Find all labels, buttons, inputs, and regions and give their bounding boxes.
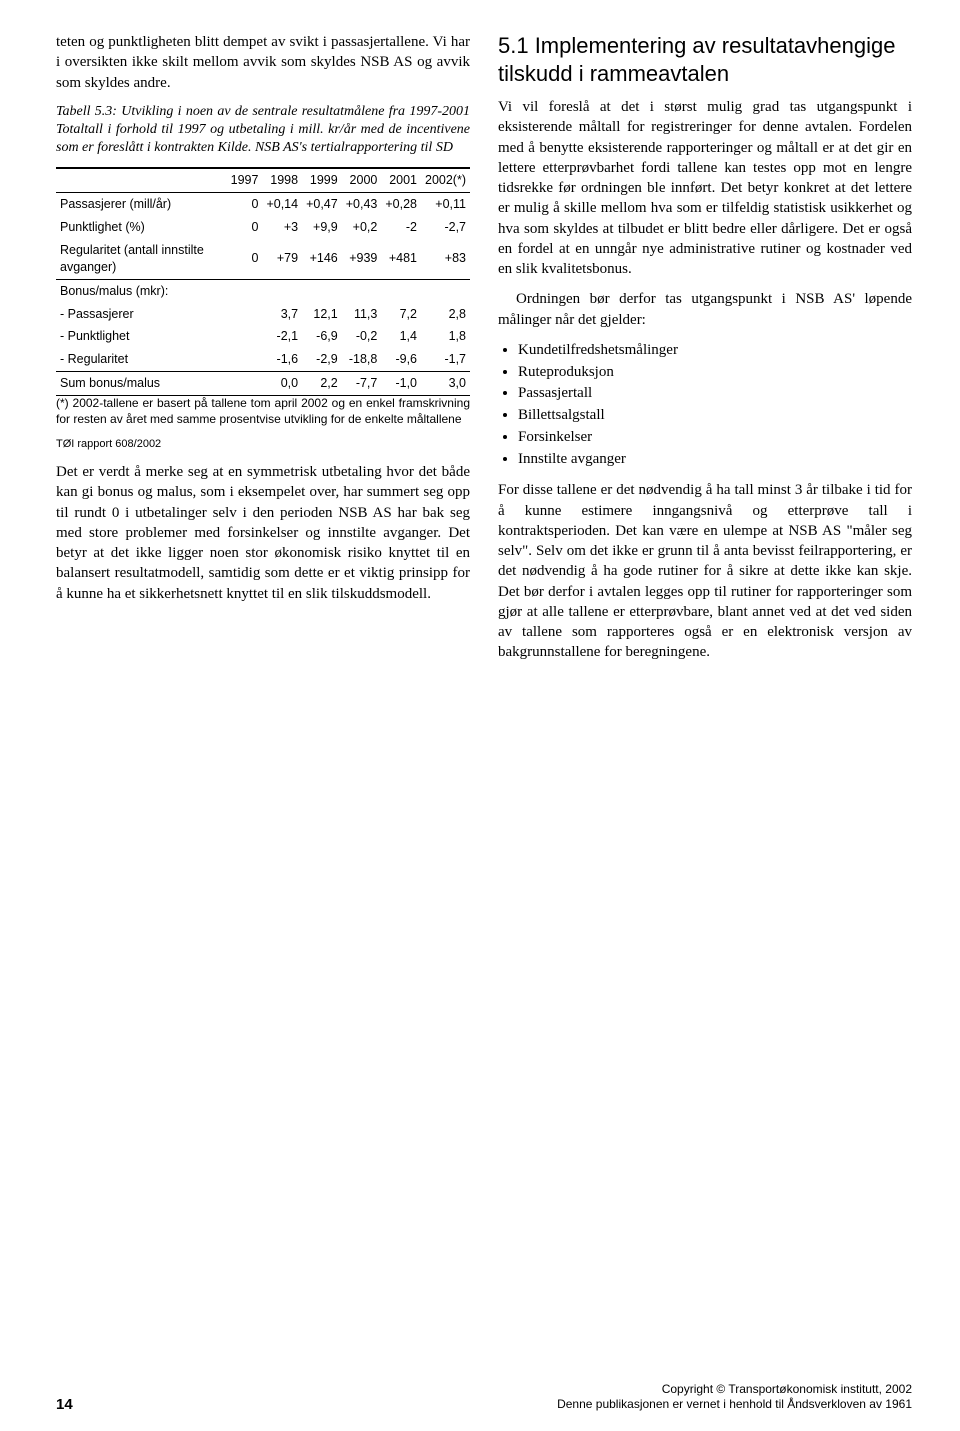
table-sum-row: Sum bonus/malus 0,0 2,2 -7,7 -1,0 3,0 — [56, 372, 470, 396]
row-label: Regularitet (antall innstilte avganger) — [56, 239, 227, 279]
cell: 0 — [227, 216, 263, 239]
row-label: Punktlighet (%) — [56, 216, 227, 239]
cell — [227, 348, 263, 371]
table-header-1998: 1998 — [262, 168, 302, 192]
table-header-1997: 1997 — [227, 168, 263, 192]
cell: 1,8 — [421, 325, 470, 348]
results-table: 1997 1998 1999 2000 2001 2002(*) Passasj… — [56, 167, 470, 396]
right-para-1: Vi vil foreslå at det i størst mulig gra… — [498, 97, 912, 279]
cell: -9,6 — [381, 348, 421, 371]
cell: 2,2 — [302, 372, 342, 396]
table-body: Passasjerer (mill/år) 0 +0,14 +0,47 +0,4… — [56, 193, 470, 396]
cell: 3,7 — [262, 303, 302, 326]
cell: +0,14 — [262, 193, 302, 216]
cell: 3,0 — [421, 372, 470, 396]
cell: +146 — [302, 239, 342, 279]
table-row: - Punktlighet -2,1 -6,9 -0,2 1,4 1,8 — [56, 325, 470, 348]
cell: 1,4 — [381, 325, 421, 348]
table-header-2002: 2002(*) — [421, 168, 470, 192]
page-root: teten og punktligheten blitt dempet av s… — [0, 0, 960, 1431]
table-header-2000: 2000 — [342, 168, 382, 192]
right-column: 5.1 Implementering av resultatavhengige … — [498, 32, 912, 1371]
cell: 2,8 — [421, 303, 470, 326]
bonus-malus-label: Bonus/malus (mkr): — [56, 279, 470, 302]
table-subheader-row: Bonus/malus (mkr): — [56, 279, 470, 302]
cell: 12,1 — [302, 303, 342, 326]
list-item: Billettsalgstall — [518, 405, 912, 427]
table-row: Regularitet (antall innstilte avganger) … — [56, 239, 470, 279]
cell: +9,9 — [302, 216, 342, 239]
row-label: - Passasjerer — [56, 303, 227, 326]
list-item: Forsinkelser — [518, 427, 912, 449]
row-label: - Regularitet — [56, 348, 227, 371]
cell: +0,47 — [302, 193, 342, 216]
cell: -2,9 — [302, 348, 342, 371]
cell: -7,7 — [342, 372, 382, 396]
cell: -1,0 — [381, 372, 421, 396]
right-para-2: Ordningen bør derfor tas utgangspunkt i … — [498, 289, 912, 330]
left-intro-para: teten og punktligheten blitt dempet av s… — [56, 32, 470, 93]
table-source: TØI rapport 608/2002 — [56, 437, 470, 452]
page-footer: 14 Copyright © Transportøkonomisk instit… — [56, 1382, 912, 1413]
left-closing-para: Det er verdt å merke seg at en symmetris… — [56, 462, 470, 604]
list-item: Passasjertall — [518, 383, 912, 405]
row-label: Passasjerer (mill/år) — [56, 193, 227, 216]
footer-copyright: Copyright © Transportøkonomisk institutt… — [557, 1382, 912, 1398]
row-label: - Punktlighet — [56, 325, 227, 348]
footer-legal: Denne publikasjonen er vernet i henhold … — [557, 1397, 912, 1413]
cell: -2 — [381, 216, 421, 239]
cell: -0,2 — [342, 325, 382, 348]
cell: +83 — [421, 239, 470, 279]
cell: -2,7 — [421, 216, 470, 239]
cell: +939 — [342, 239, 382, 279]
cell — [227, 325, 263, 348]
cell: 0,0 — [262, 372, 302, 396]
measure-bullet-list: Kundetilfredshetsmålinger Ruteproduksjon… — [498, 340, 912, 471]
cell: -6,9 — [302, 325, 342, 348]
footer-right: Copyright © Transportøkonomisk institutt… — [557, 1382, 912, 1413]
cell: -18,8 — [342, 348, 382, 371]
list-item: Ruteproduksjon — [518, 362, 912, 384]
cell: +0,11 — [421, 193, 470, 216]
table-header-1999: 1999 — [302, 168, 342, 192]
cell: +481 — [381, 239, 421, 279]
cell: 7,2 — [381, 303, 421, 326]
cell — [227, 372, 263, 396]
cell: +3 — [262, 216, 302, 239]
cell — [227, 303, 263, 326]
table-footnote: (*) 2002-tallene er basert på tallene to… — [56, 396, 470, 427]
cell: 0 — [227, 239, 263, 279]
cell: +0,43 — [342, 193, 382, 216]
left-column: teten og punktligheten blitt dempet av s… — [56, 32, 470, 1371]
section-heading-5-1: 5.1 Implementering av resultatavhengige … — [498, 32, 912, 87]
right-para-3: For disse tallene er det nødvendig å ha … — [498, 480, 912, 662]
list-item: Innstilte avganger — [518, 449, 912, 471]
caption-prefix: Tabell 5.3: — [56, 104, 121, 119]
table-caption: Tabell 5.3: Utvikling i noen av de sentr… — [56, 103, 470, 158]
table-row: - Regularitet -1,6 -2,9 -18,8 -9,6 -1,7 — [56, 348, 470, 371]
cell: -1,6 — [262, 348, 302, 371]
row-label: Sum bonus/malus — [56, 372, 227, 396]
table-header-blank — [56, 168, 227, 192]
cell: 0 — [227, 193, 263, 216]
table-header-row: 1997 1998 1999 2000 2001 2002(*) — [56, 168, 470, 192]
cell: -2,1 — [262, 325, 302, 348]
cell: -1,7 — [421, 348, 470, 371]
table-row: Passasjerer (mill/år) 0 +0,14 +0,47 +0,4… — [56, 193, 470, 216]
table-row: Punktlighet (%) 0 +3 +9,9 +0,2 -2 -2,7 — [56, 216, 470, 239]
cell: +0,28 — [381, 193, 421, 216]
table-header-2001: 2001 — [381, 168, 421, 192]
page-number: 14 — [56, 1396, 73, 1413]
list-item: Kundetilfredshetsmålinger — [518, 340, 912, 362]
cell: +79 — [262, 239, 302, 279]
cell: 11,3 — [342, 303, 382, 326]
cell: +0,2 — [342, 216, 382, 239]
table-row: - Passasjerer 3,7 12,1 11,3 7,2 2,8 — [56, 303, 470, 326]
